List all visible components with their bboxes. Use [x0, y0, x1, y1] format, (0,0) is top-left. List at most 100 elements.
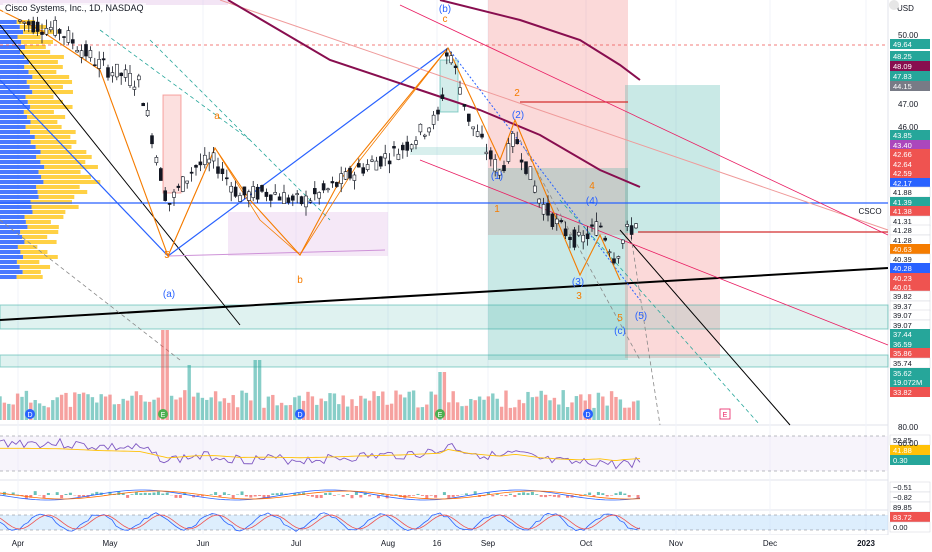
macd-histogram-bar: [139, 493, 142, 495]
price-tag-label: 42.64: [893, 160, 912, 169]
profile-bar-up: [0, 250, 20, 254]
volume-bar: [130, 396, 133, 420]
profile-bar-up: [0, 20, 17, 24]
candle-body: [296, 194, 299, 195]
candle-body: [247, 192, 250, 201]
volume-bar: [465, 406, 468, 420]
volume-bar: [42, 406, 45, 420]
macd-histogram-bar: [126, 495, 129, 498]
profile-bar-down: [22, 235, 47, 239]
candle-body: [472, 127, 475, 129]
candle-body: [564, 229, 567, 236]
macd-histogram-bar: [443, 492, 446, 495]
candle-body: [533, 186, 536, 192]
price-tag-label: 42.17: [893, 179, 912, 188]
volume-bar: [342, 395, 345, 420]
profile-bar-up: [0, 85, 30, 89]
profile-bar-up: [0, 235, 22, 239]
volume-bar: [95, 403, 98, 420]
candle-body: [265, 192, 268, 196]
profile-bar-down: [26, 95, 54, 99]
macd-histogram-bar: [254, 495, 257, 496]
profile-bar-down: [39, 195, 75, 199]
candle-body: [388, 161, 391, 164]
candle-body: [19, 20, 22, 21]
volume-bar: [113, 404, 116, 420]
macd-histogram-bar: [509, 494, 512, 495]
candle-body: [164, 191, 167, 201]
candle-body: [525, 162, 528, 174]
candle-body: [309, 201, 312, 202]
volume-bar: [500, 407, 503, 420]
macd-histogram-bar: [518, 493, 521, 495]
profile-bar-down: [21, 40, 53, 44]
candle-body: [432, 115, 435, 124]
chart-menu-button[interactable]: [889, 0, 899, 10]
macd-histogram-bar: [166, 493, 169, 495]
profile-bar-down: [43, 180, 100, 184]
wave-label: 5: [164, 250, 170, 261]
volume-bar: [254, 360, 257, 420]
volume-bar: [614, 397, 617, 420]
price-tag-label: 41.88: [893, 188, 912, 197]
macd-histogram-bar: [56, 492, 59, 495]
price-tag-label: 83.72: [893, 513, 912, 522]
event-marker-label: E: [438, 412, 443, 419]
macd-histogram-bar: [500, 495, 503, 496]
wave-label: (2): [512, 110, 524, 121]
macd-histogram-bar: [245, 495, 248, 496]
profile-bar-down: [41, 150, 87, 154]
macd-histogram-bar: [412, 495, 415, 496]
volume-bar: [346, 407, 349, 420]
time-tick-label: Aug: [381, 539, 395, 548]
volume-bar: [3, 403, 6, 420]
candle-body: [27, 22, 30, 25]
candle-body: [67, 31, 70, 43]
candle-body: [335, 182, 338, 186]
candle-body: [142, 103, 145, 105]
candle-body: [613, 259, 616, 263]
time-tick-label: Sep: [481, 539, 496, 548]
candle-body: [375, 161, 378, 170]
volume-bar: [535, 397, 538, 420]
event-marker: D: [583, 409, 593, 419]
macd-histogram-bar: [223, 492, 226, 495]
volume-bar: [368, 401, 371, 420]
price-tag-label: 35.86: [893, 349, 912, 358]
candle-body: [366, 165, 369, 170]
profile-bar-down: [24, 240, 56, 244]
profile-bar-down: [26, 220, 51, 224]
price-tag-label: 40.39: [893, 255, 912, 264]
candle-body: [71, 40, 74, 44]
support-band: [0, 305, 888, 329]
profile-bar-up: [0, 110, 24, 114]
price-tag-label: 0.00: [893, 523, 908, 532]
rsi-band: [0, 436, 888, 471]
symbol-title: Cisco Systems, Inc., 1D, NASDAQ: [3, 3, 146, 13]
macd-histogram-bar: [346, 494, 349, 495]
support-band-low: [0, 355, 888, 367]
price-tag-label: 41.28: [893, 226, 912, 235]
price-tag-label: 37.44: [893, 330, 912, 339]
candle-body: [494, 159, 497, 171]
macd-histogram-bar: [544, 495, 547, 497]
profile-bar-up: [0, 215, 25, 219]
profile-bar-up: [0, 90, 32, 94]
candle-body: [371, 160, 374, 161]
event-marker: E: [158, 409, 168, 419]
volume-bar: [174, 400, 177, 420]
profile-bar-up: [0, 95, 26, 99]
candle-body: [507, 144, 510, 162]
volume-bar: [280, 403, 283, 420]
wave-label: (5): [635, 311, 647, 322]
candle-body: [261, 185, 264, 191]
profile-bar-up: [0, 165, 44, 169]
profile-bar-down: [25, 215, 64, 219]
price-tag-label: 41.28: [893, 236, 912, 245]
event-marker-label: D: [297, 412, 302, 419]
candle-body: [560, 220, 563, 221]
time-tick-label: 2023: [857, 539, 875, 548]
